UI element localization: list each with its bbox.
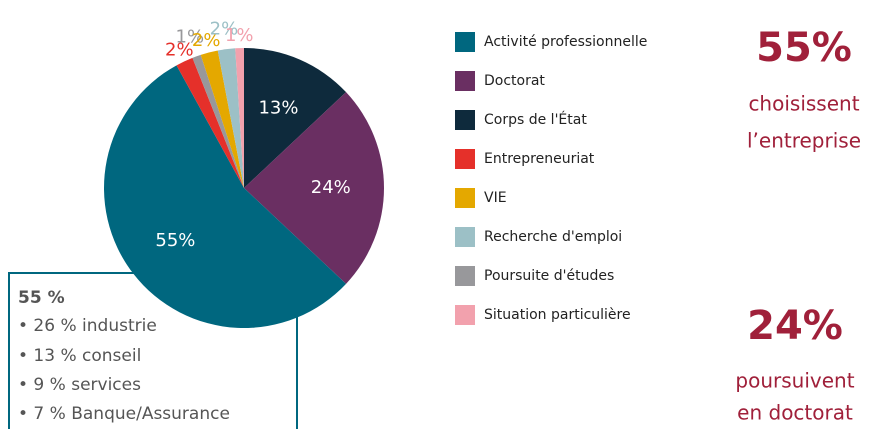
box-item: • 26 % industrie [18,316,157,336]
legend-label: VIE [484,190,507,206]
pie-slice [192,54,244,189]
pie-slice [176,57,244,188]
highlight-text: poursuivent [735,369,854,393]
legend-swatch [455,71,475,91]
legend-swatch [455,305,475,325]
slice-label: 2% [192,30,221,51]
legend-label: Situation particulière [484,307,631,323]
legend-label: Entrepreneuriat [484,151,595,167]
legend-swatch [455,32,475,52]
pie-slice [244,48,347,188]
pie-slice [104,65,347,328]
box-title: 55 % [18,288,65,308]
pie: 13%24%55%2%1%2%2%1% [104,18,384,328]
highlight-text: l’entreprise [747,129,861,153]
pie-slice [244,92,384,284]
legend-label: Doctorat [484,73,545,89]
slice-label: 55% [155,230,195,251]
legend-label: Recherche d'emploi [484,229,622,245]
box-item: • 7 % Banque/Assurance [18,404,230,424]
legend-label: Activité professionnelle [484,34,647,50]
legend-swatch [455,149,475,169]
slice-label: 1% [176,26,205,47]
legend-label: Poursuite d'études [484,268,614,284]
highlight-value: 55% [756,25,852,71]
highlight-value: 24% [747,303,843,349]
slice-label: 1% [225,25,254,46]
box-item: • 13 % conseil [18,346,141,366]
pie-slice [200,50,244,189]
slice-label: 13% [258,97,298,118]
pie-slice [217,48,244,188]
box-item: • 9 % services [18,375,141,395]
slice-label: 24% [311,177,351,198]
legend-label: Corps de l'État [484,111,587,128]
highlight-text: choisissent [748,92,859,116]
legend-swatch [455,227,475,247]
legend-swatch [455,266,475,286]
legend-swatch [455,110,475,130]
slice-label: 2% [210,18,239,39]
slice-label: 2% [165,39,194,60]
pie-slice [235,48,244,188]
legend-swatch [455,188,475,208]
highlight-text: en doctorat [737,401,853,425]
